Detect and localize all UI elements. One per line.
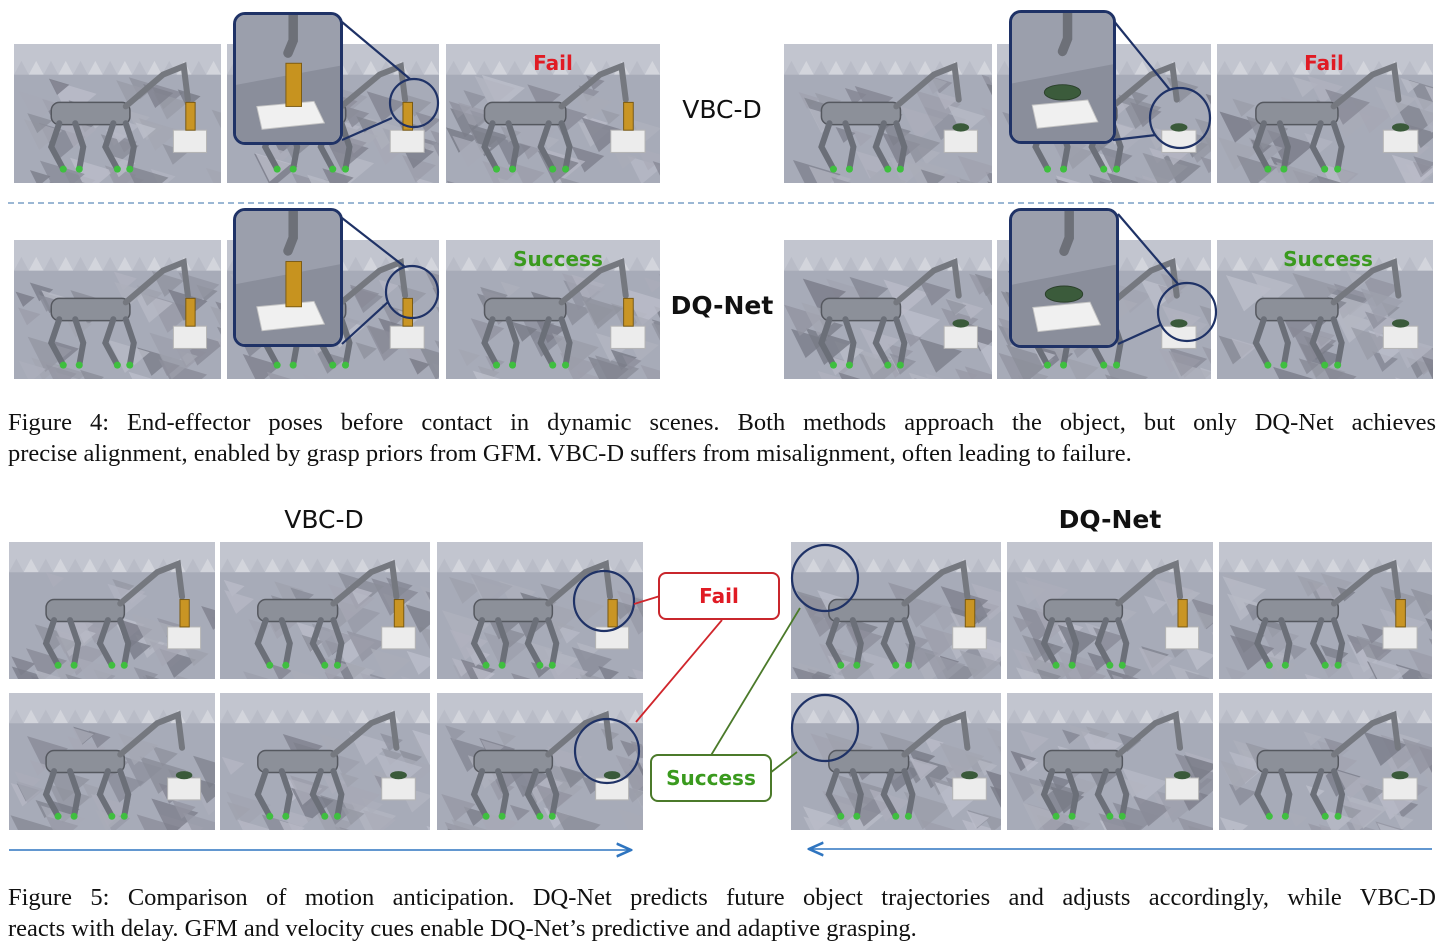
robot-scene-image [1219, 542, 1432, 679]
robot-silhouette [1254, 710, 1401, 820]
fig4-zoom-inset-dqnet-bowl [1009, 208, 1119, 348]
fail-connector-line [635, 619, 723, 723]
robot-silhouette [47, 257, 191, 369]
fig4-row-label-vbcd: VBC-D [682, 95, 762, 124]
robot-scene-image [784, 240, 992, 379]
robot-scene-image [791, 542, 1001, 679]
robot-scene-image [791, 693, 1001, 830]
robot-silhouette [42, 559, 186, 669]
robot-scene-image [220, 693, 430, 830]
fig5-frame-dqnet-1-3 [1219, 542, 1432, 679]
fig4-outcome-success-can: Success [513, 247, 603, 271]
fig4-frame-vbcd-can-3 [446, 44, 660, 183]
fig4-frame-vbcd-bowl-1 [784, 44, 992, 183]
robot-scene-image [14, 44, 221, 183]
fig5-frame-dqnet-2-2 [1007, 693, 1213, 830]
robot-silhouette [481, 62, 629, 173]
fig4-zoom-inset-vbcd-bowl [1009, 10, 1116, 144]
robot-scene-image [784, 44, 992, 183]
fig4-frame-vbcd-can-1 [14, 44, 221, 183]
robot-scene-image [446, 44, 660, 183]
fig5-frame-vbcd-1-1 [9, 542, 215, 679]
robot-silhouette [818, 62, 962, 173]
fig5-callout-success: Success [650, 754, 772, 802]
robot-scene-image [9, 542, 215, 679]
fig5-caption: Figure 5: Comparison of motion anticipat… [8, 882, 1436, 944]
robot-silhouette [254, 710, 400, 820]
robot-scene-image [1217, 240, 1433, 379]
fig4-zoom-inset-vbcd-can [233, 12, 343, 145]
robot-scene-image [1217, 44, 1433, 183]
robot-silhouette [1254, 559, 1401, 669]
robot-silhouette [470, 710, 614, 820]
fig5-frame-vbcd-2-1 [9, 693, 215, 830]
fig4-outcome-success-bowl: Success [1283, 247, 1373, 271]
zoom-image [1012, 13, 1113, 141]
robot-silhouette [825, 710, 971, 820]
robot-silhouette [1040, 559, 1184, 669]
robot-silhouette [42, 710, 186, 820]
fig5-frame-dqnet-2-3 [1219, 693, 1432, 830]
caption-line: reacts with delay. GFM and velocity cues… [8, 915, 917, 942]
caption-line: Figure 4: End-effector poses before cont… [8, 409, 1436, 436]
fig5-frame-dqnet-1-1 [791, 542, 1001, 679]
fig4-caption: Figure 4: End-effector poses before cont… [8, 407, 1436, 469]
robot-scene-image [1007, 542, 1213, 679]
robot-scene-image [220, 542, 430, 679]
robot-scene-image [1007, 693, 1213, 830]
fig4-zoom-inset-dqnet-can [233, 208, 343, 347]
fig4-outcome-fail-bowl: Fail [1304, 51, 1344, 75]
fig5-callout-fail: Fail [658, 572, 780, 620]
robot-silhouette [47, 61, 191, 173]
fig4-frame-dqnet-can-3 [446, 240, 660, 379]
robot-silhouette [470, 559, 614, 669]
robot-scene-image [437, 542, 643, 679]
fig5-frame-vbcd-1-2 [220, 542, 430, 679]
fig4-frame-dqnet-can-1 [14, 240, 221, 379]
success-connector-line [709, 607, 801, 758]
fig5-frame-dqnet-2-1 [791, 693, 1001, 830]
zoom-image [1012, 211, 1116, 345]
caption-line: precise alignment, enabled by grasp prio… [8, 440, 1132, 467]
robot-silhouette [1252, 62, 1402, 173]
robot-scene-image [446, 240, 660, 379]
robot-silhouette [481, 258, 629, 369]
fig4-frame-vbcd-bowl-3 [1217, 44, 1433, 183]
fig4-frame-dqnet-bowl-3 [1217, 240, 1433, 379]
fig4-row-divider [8, 202, 1434, 204]
zoom-image [236, 211, 340, 344]
robot-scene-image [14, 240, 221, 379]
fig5-frame-dqnet-1-2 [1007, 542, 1213, 679]
robot-scene-image [9, 693, 215, 830]
robot-scene-image [437, 693, 643, 830]
robot-silhouette [254, 559, 400, 669]
robot-silhouette [1252, 258, 1402, 369]
robot-silhouette [1040, 710, 1184, 820]
fig5-frame-vbcd-2-3 [437, 693, 643, 830]
caption-line: Figure 5: Comparison of motion anticipat… [8, 884, 1436, 911]
fig5-frame-vbcd-2-2 [220, 693, 430, 830]
robot-scene-image [1219, 693, 1432, 830]
fig4-frame-dqnet-bowl-1 [784, 240, 992, 379]
fig5-column-label-dqnet: DQ-Net [1058, 505, 1162, 534]
zoom-image [236, 15, 340, 142]
fig4-row-label-dqnet: DQ-Net [670, 291, 774, 320]
fig5-frame-vbcd-1-3 [437, 542, 643, 679]
fig4-outcome-fail-can: Fail [533, 51, 573, 75]
robot-silhouette [818, 258, 962, 369]
fig5-column-label-vbcd: VBC-D [284, 505, 364, 534]
